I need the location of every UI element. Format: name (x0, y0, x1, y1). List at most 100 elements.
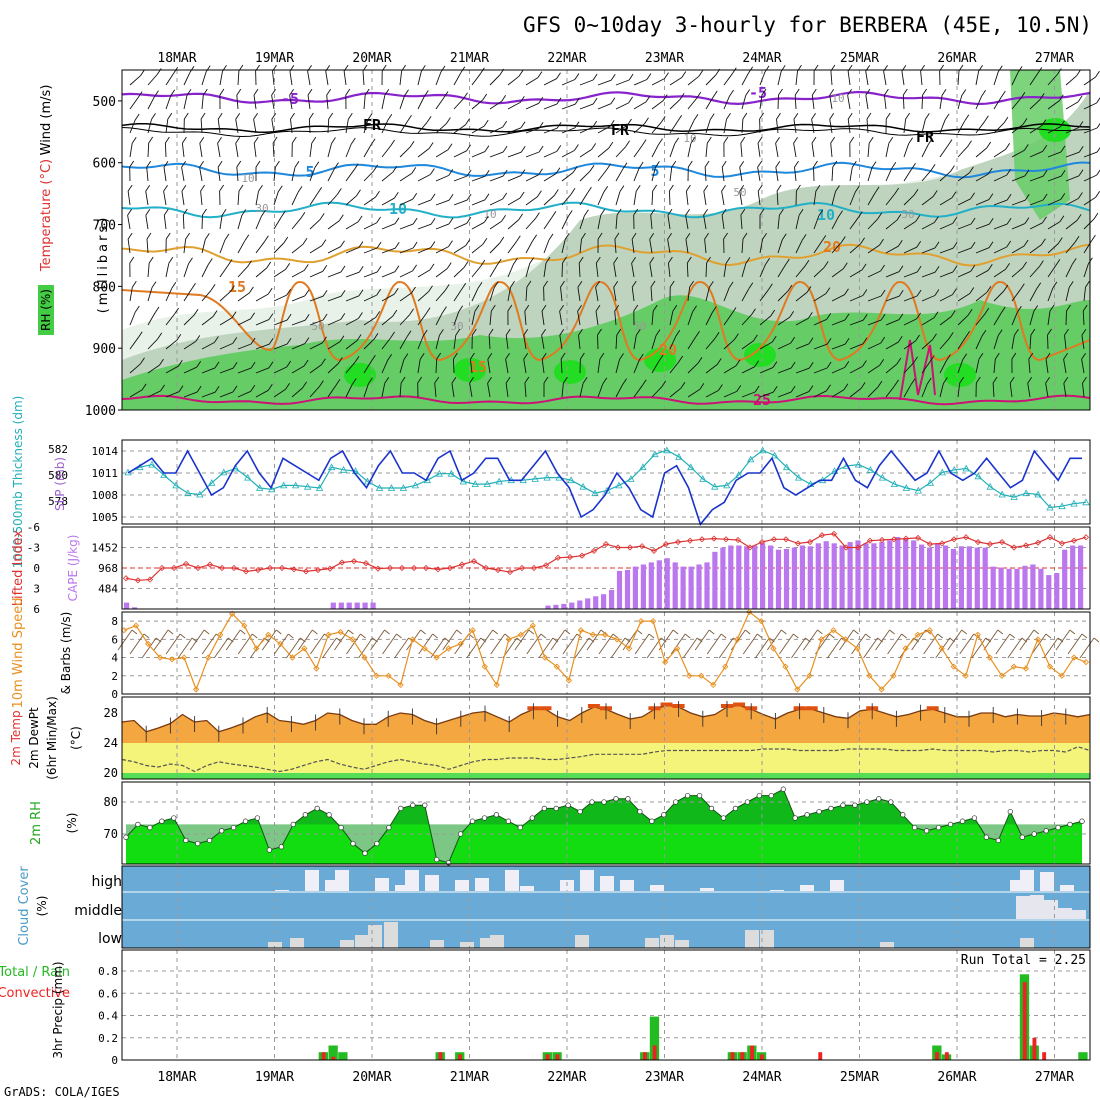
wind-speed-point (505, 636, 512, 643)
wind-barb (885, 271, 900, 278)
wind-barb-flag (255, 160, 261, 168)
li-point (422, 564, 430, 572)
li-point (1034, 539, 1042, 546)
thickness-point (1034, 490, 1042, 498)
isotherm-label: 5 (650, 162, 659, 180)
wind-barb-10m (189, 629, 205, 651)
thickness-point (447, 469, 455, 477)
wind-barb (163, 215, 167, 230)
wind-barb-flag (851, 160, 857, 168)
wind-speed-point (217, 631, 224, 638)
li-point (242, 568, 250, 575)
wind-barb-flag (1041, 119, 1047, 126)
wind-barb-flag (962, 353, 968, 361)
rh2m-point (923, 828, 930, 834)
isotherm-10 (121, 201, 1091, 219)
chart-title: GFS 0~10day 3-hourly for BERBERA (45E, 1… (523, 13, 1092, 37)
wind-barb (291, 167, 296, 182)
wind-barb-flag (614, 304, 620, 312)
wind-barb (741, 118, 744, 134)
cloud-low-block (430, 940, 444, 948)
wind-barb-10m-flag (1009, 633, 1016, 639)
wind-barb (183, 288, 192, 302)
wind-barb (651, 100, 664, 110)
wind-barb-10m-flag (600, 629, 607, 635)
rh2m-point (1043, 828, 1049, 834)
wind-barb (993, 199, 1008, 206)
wind-barb (1029, 73, 1039, 86)
rh2m-point (338, 824, 344, 831)
wind-barb-flag (335, 379, 341, 386)
thickness-point (603, 486, 611, 494)
wind-speed-point (649, 617, 657, 625)
wind-barb-flag (1006, 240, 1012, 248)
wind-barb (452, 358, 455, 374)
wind-barb (181, 167, 185, 182)
wind-barb (451, 383, 455, 398)
wind-barb-flag (358, 241, 364, 248)
wind-barb (525, 240, 534, 254)
wind-barb (687, 120, 695, 134)
wind-barb-flag (757, 184, 763, 192)
wind-barb (129, 143, 133, 158)
temp-max-patch (926, 706, 939, 711)
cape-bar (1062, 549, 1068, 609)
wind-barb (579, 239, 582, 254)
li-point (590, 547, 598, 554)
cape-bar (593, 596, 599, 609)
wind-barb-flag (191, 282, 196, 290)
precip-conv-bar (818, 1052, 823, 1060)
wind-barb (795, 292, 808, 302)
wind-barb (721, 215, 725, 230)
wind-barb (614, 311, 617, 326)
wind-barb (921, 222, 935, 230)
wind-barb-flag (384, 377, 390, 384)
pressure-tick-label: 900 (93, 342, 116, 357)
precip-ylabel-units: 3hr Precip (mm) (51, 961, 65, 1058)
wind-barb-flag (1006, 193, 1012, 201)
wind-barb (345, 143, 352, 158)
wind-barb-flag (304, 289, 310, 297)
isotherm-15 (121, 243, 1091, 267)
wind-speed-point (409, 636, 416, 643)
wind-barb-flag (1022, 118, 1028, 125)
wind-barb (957, 270, 971, 278)
wind-barb-flag (182, 136, 187, 144)
li-point (554, 554, 562, 561)
li-point (794, 540, 802, 547)
wind-barb-10m (875, 629, 890, 651)
wind-barb (309, 245, 323, 254)
wind-barb-flag (465, 239, 471, 246)
wind-barb (165, 95, 172, 110)
cape-bar (982, 547, 988, 609)
wind-barb-10m-flag (420, 629, 426, 635)
wind-barb-flag (826, 361, 832, 369)
li-point (698, 536, 706, 543)
wind-barb-flag (159, 358, 164, 366)
wind-barb-flag (847, 112, 853, 120)
wind-barb-flag (610, 73, 616, 81)
rh2m-point (553, 805, 559, 812)
wind-barb-flag (745, 257, 751, 264)
wind-barb (1028, 359, 1031, 374)
wind-barb-flag (570, 188, 576, 195)
wind-barb-flag (297, 186, 303, 193)
wind-barb-flag (880, 264, 885, 272)
wind-barb (903, 362, 914, 374)
wind-barb (525, 263, 531, 278)
wind-barb-flag (631, 232, 637, 240)
wind-barb-flag (1042, 193, 1048, 201)
date-label-top: 21MAR (450, 51, 489, 66)
wind-speed-point (770, 645, 777, 652)
wind-barb (237, 343, 252, 350)
precip-conv-bar (652, 1045, 657, 1060)
wind-barb (165, 263, 170, 278)
wind-barb-flag (987, 264, 993, 271)
temp-max-patch (587, 704, 600, 708)
wind-barb-flag (981, 330, 987, 337)
wind-barb (255, 215, 262, 230)
wind-barb (939, 145, 949, 158)
wind-barb (165, 365, 179, 374)
li-point (722, 536, 730, 543)
wind-barb (561, 79, 576, 86)
